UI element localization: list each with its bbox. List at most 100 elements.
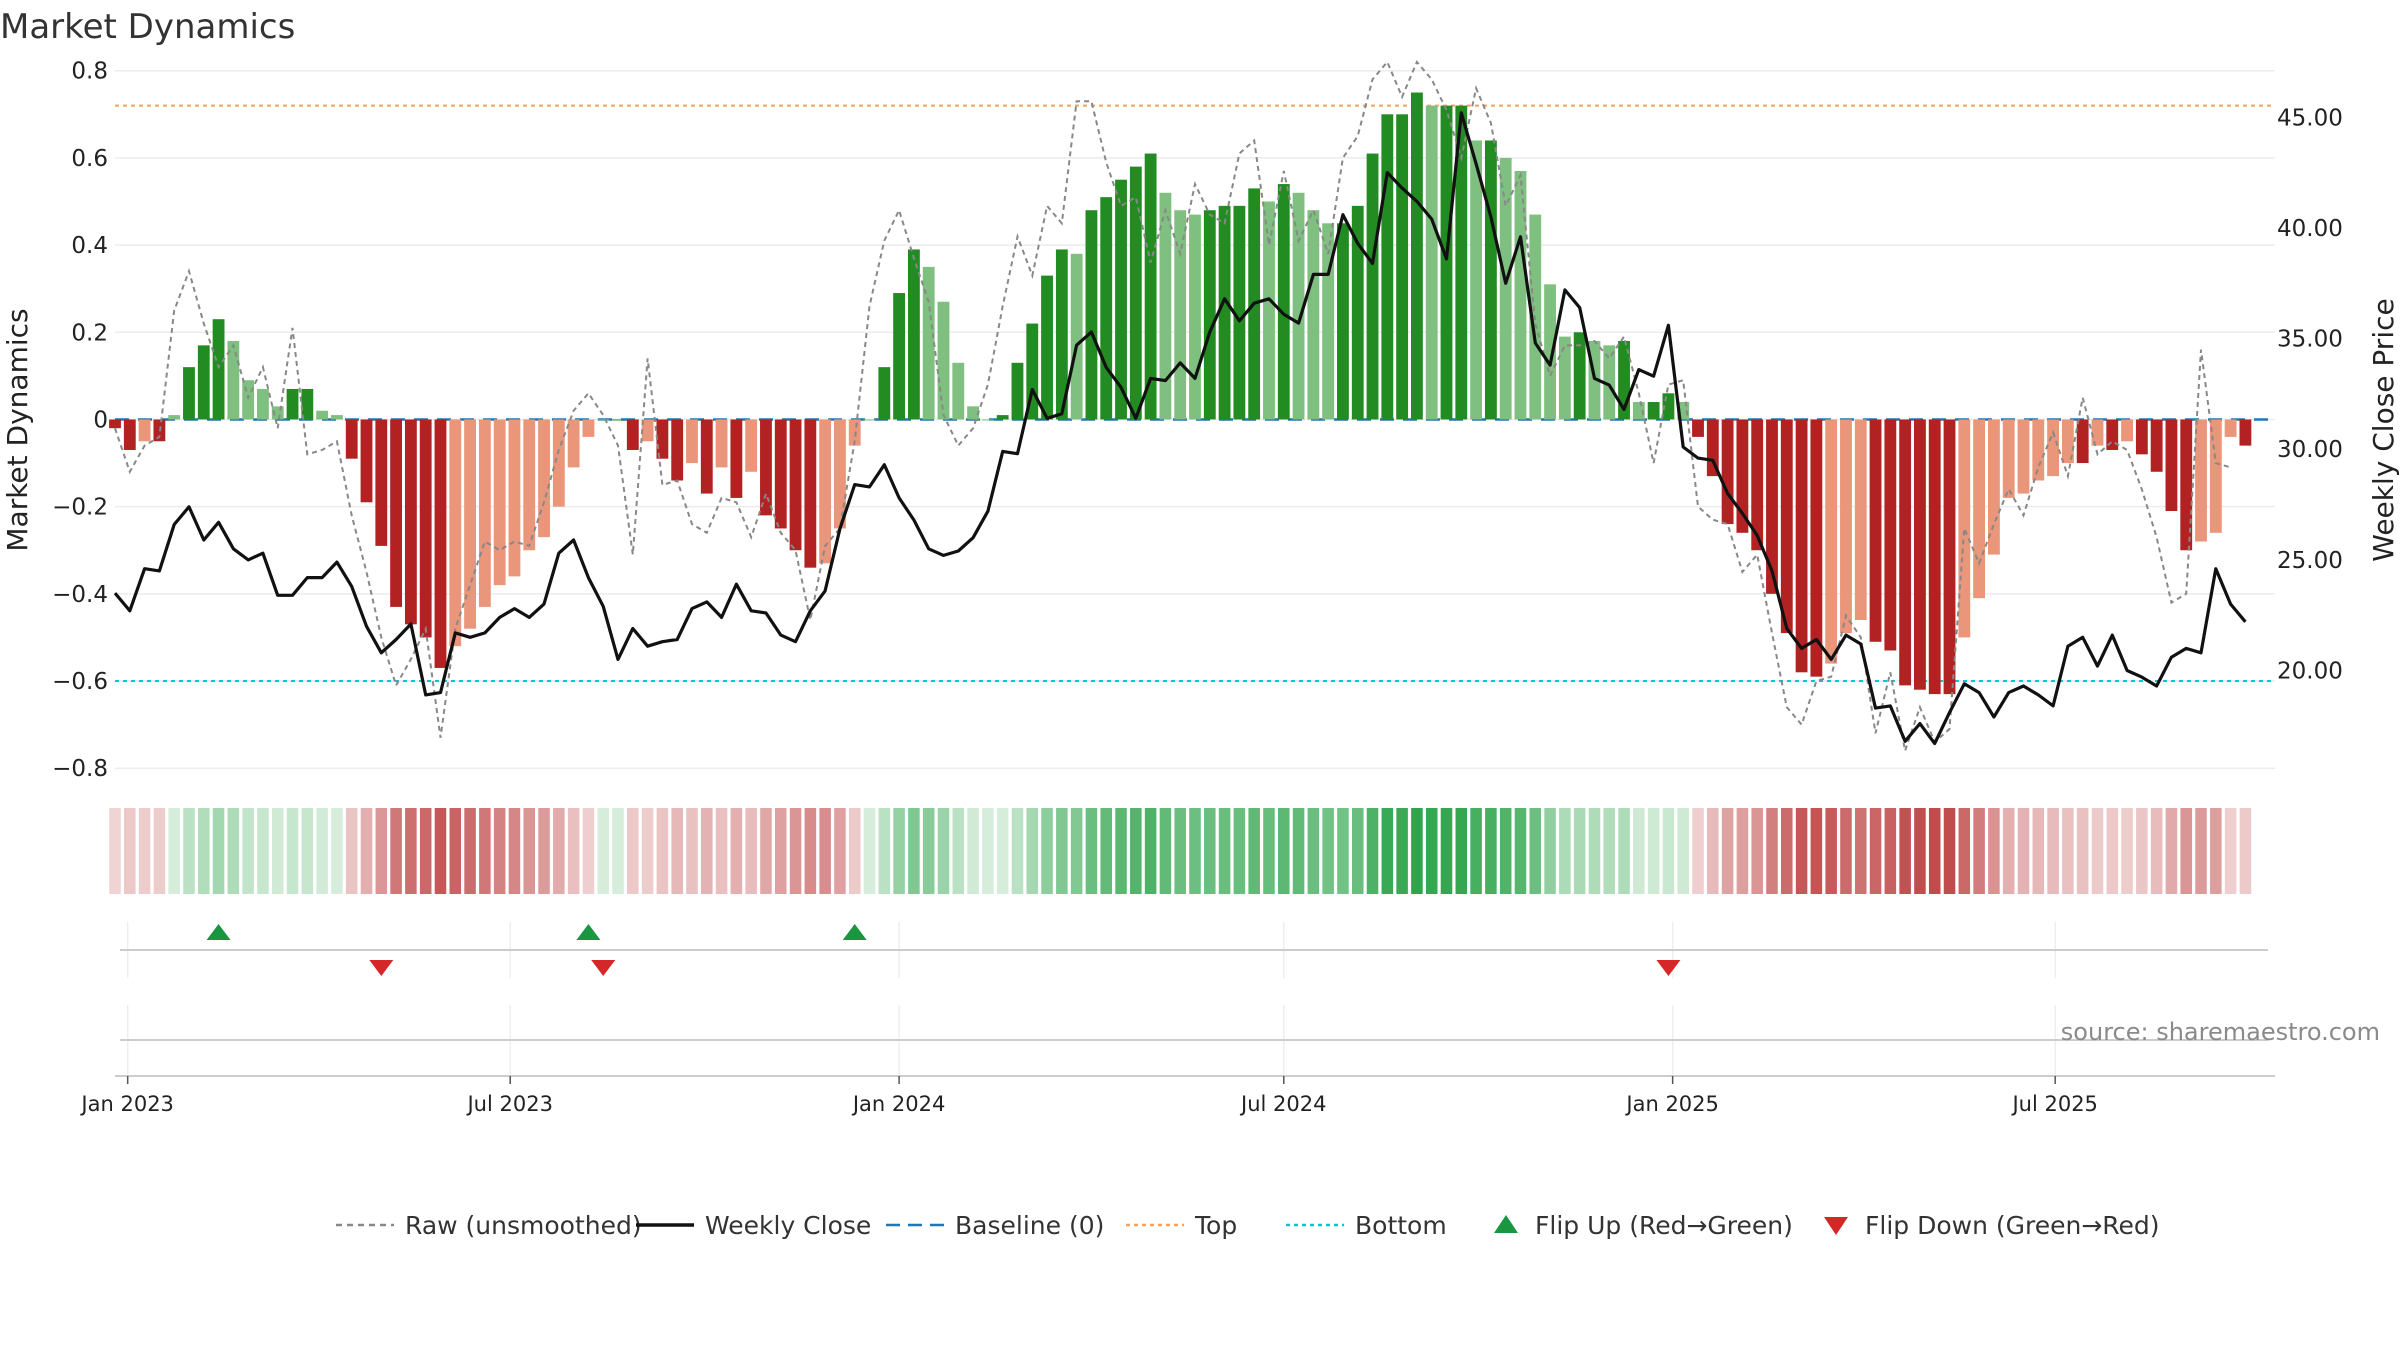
regime-strip-cell: [1351, 808, 1364, 894]
dynamics-bar: [2076, 419, 2089, 464]
dynamics-bar: [1484, 140, 1497, 420]
dynamics-bar: [1958, 419, 1971, 638]
dynamics-bar: [2121, 419, 2133, 442]
regime-strip-cell: [1603, 808, 1616, 894]
regime-strip-cell: [2017, 808, 2030, 894]
regime-strip-cell: [360, 808, 373, 894]
regime-strip-cell: [1677, 808, 1689, 894]
y2-tick-label: 35.00: [2277, 327, 2343, 353]
dynamics-bar: [1632, 402, 1645, 420]
y-axis-label: Market Dynamics: [1, 308, 34, 551]
dynamics-bar: [774, 419, 787, 529]
dynamics-bar: [1203, 210, 1216, 420]
regime-strip-cell: [183, 808, 195, 894]
regime-strip-cell: [168, 808, 180, 894]
regime-strip-cell: [641, 808, 654, 894]
dynamics-bar: [375, 419, 388, 546]
y-tick-label: −0.6: [52, 669, 108, 695]
regime-strip-cell: [686, 808, 698, 894]
regime-strip-cell: [1130, 808, 1142, 894]
dynamics-bar: [567, 419, 580, 468]
regime-strip-cell: [1233, 808, 1246, 894]
legend-item: Weekly Close: [636, 1211, 871, 1240]
regime-strip-cell: [1322, 808, 1334, 894]
regime-strip-cell: [2224, 808, 2237, 894]
dynamics-bar: [1055, 249, 1068, 420]
dynamics-bar: [922, 266, 935, 420]
dynamics-bar: [2209, 419, 2222, 533]
dynamics-bar: [597, 419, 610, 421]
regime-strip-cell: [538, 808, 550, 894]
regime-strip-cell: [908, 808, 920, 894]
dynamics-bar: [1189, 214, 1201, 420]
dynamics-bar: [656, 419, 669, 459]
regime-strip-cell: [197, 808, 210, 894]
dynamics-bar: [1470, 140, 1483, 420]
dynamics-bar: [1914, 419, 1926, 690]
lower-panel: [115, 1005, 2275, 1077]
regime-strip-cell: [1825, 808, 1837, 894]
regime-strip-cell: [1544, 808, 1556, 894]
regime-strip-cell: [1499, 808, 1512, 894]
dynamics-bar: [1026, 323, 1039, 420]
flip-down-marker: [591, 960, 616, 976]
y2-tick-label: 25.00: [2277, 548, 2343, 574]
regime-strip-cell: [2121, 808, 2133, 894]
dynamics-bar: [360, 419, 373, 503]
dynamics-bar: [952, 362, 965, 420]
regime-strip-cell: [1204, 808, 1216, 894]
regime-strip-cell: [1189, 808, 1201, 894]
flip-down-marker: [369, 960, 394, 976]
regime-strip-cell: [612, 808, 624, 894]
dynamics-bar: [2106, 419, 2119, 450]
dynamics-bar: [1928, 419, 1941, 695]
regime-strip-cell: [834, 808, 846, 894]
regime-strip-cell: [701, 808, 713, 894]
regime-strip-cell: [982, 808, 994, 894]
regime-strip-cell: [345, 808, 358, 894]
dynamics-bar: [434, 419, 447, 668]
regime-strip-cell: [419, 808, 432, 894]
regime-strip-cell: [671, 808, 683, 894]
dynamics-bar: [2135, 419, 2148, 455]
regime-strip-cell: [1529, 808, 1542, 894]
dynamics-bar: [419, 419, 432, 638]
dynamics-bar: [834, 419, 846, 529]
regime-strip-cell: [656, 808, 669, 894]
regime-strip-cell: [1470, 808, 1482, 894]
regime-strip-cell: [153, 808, 166, 894]
regime-strip-cell: [1070, 808, 1083, 894]
regime-strip-cell: [1514, 808, 1527, 894]
regime-strip-cell: [952, 808, 965, 894]
dynamics-bar: [907, 249, 920, 420]
regime-strip-cell: [1573, 808, 1586, 894]
regime-strip-cell: [1633, 808, 1645, 894]
regime-strip-cell: [1973, 808, 1985, 894]
regime-strip-cell: [124, 808, 136, 894]
regime-strip-cell: [523, 808, 536, 894]
regime-strip-cell: [1366, 808, 1379, 894]
regime-strip-cell: [1440, 808, 1453, 894]
dynamics-bars: [109, 92, 2252, 695]
regime-strip-cell: [1928, 808, 1941, 894]
dynamics-bar: [286, 388, 299, 420]
regime-strip-cell: [2136, 808, 2148, 894]
dynamics-bar: [1455, 105, 1468, 420]
regime-strip-cell: [405, 808, 417, 894]
dynamics-bar: [449, 419, 462, 647]
dynamics-bar: [1854, 419, 1867, 620]
legend-item: Flip Up (Red→Green): [1494, 1211, 1793, 1240]
regime-strip-cell: [1647, 808, 1660, 894]
regime-strip-cell: [508, 808, 521, 894]
dynamics-bar: [508, 419, 521, 577]
dynamics-bar: [1721, 419, 1734, 525]
source-credit: source: sharemaestro.com: [2061, 1018, 2380, 1046]
dynamics-bar: [1736, 419, 1749, 533]
regime-strip-cell: [479, 808, 491, 894]
regime-strip-cell: [1721, 808, 1734, 894]
dynamics-bar: [478, 419, 491, 607]
dynamics-bar: [1159, 192, 1172, 420]
regime-strip-cell: [449, 808, 462, 894]
regime-strip-cell: [1100, 808, 1113, 894]
dynamics-bar: [301, 388, 314, 420]
